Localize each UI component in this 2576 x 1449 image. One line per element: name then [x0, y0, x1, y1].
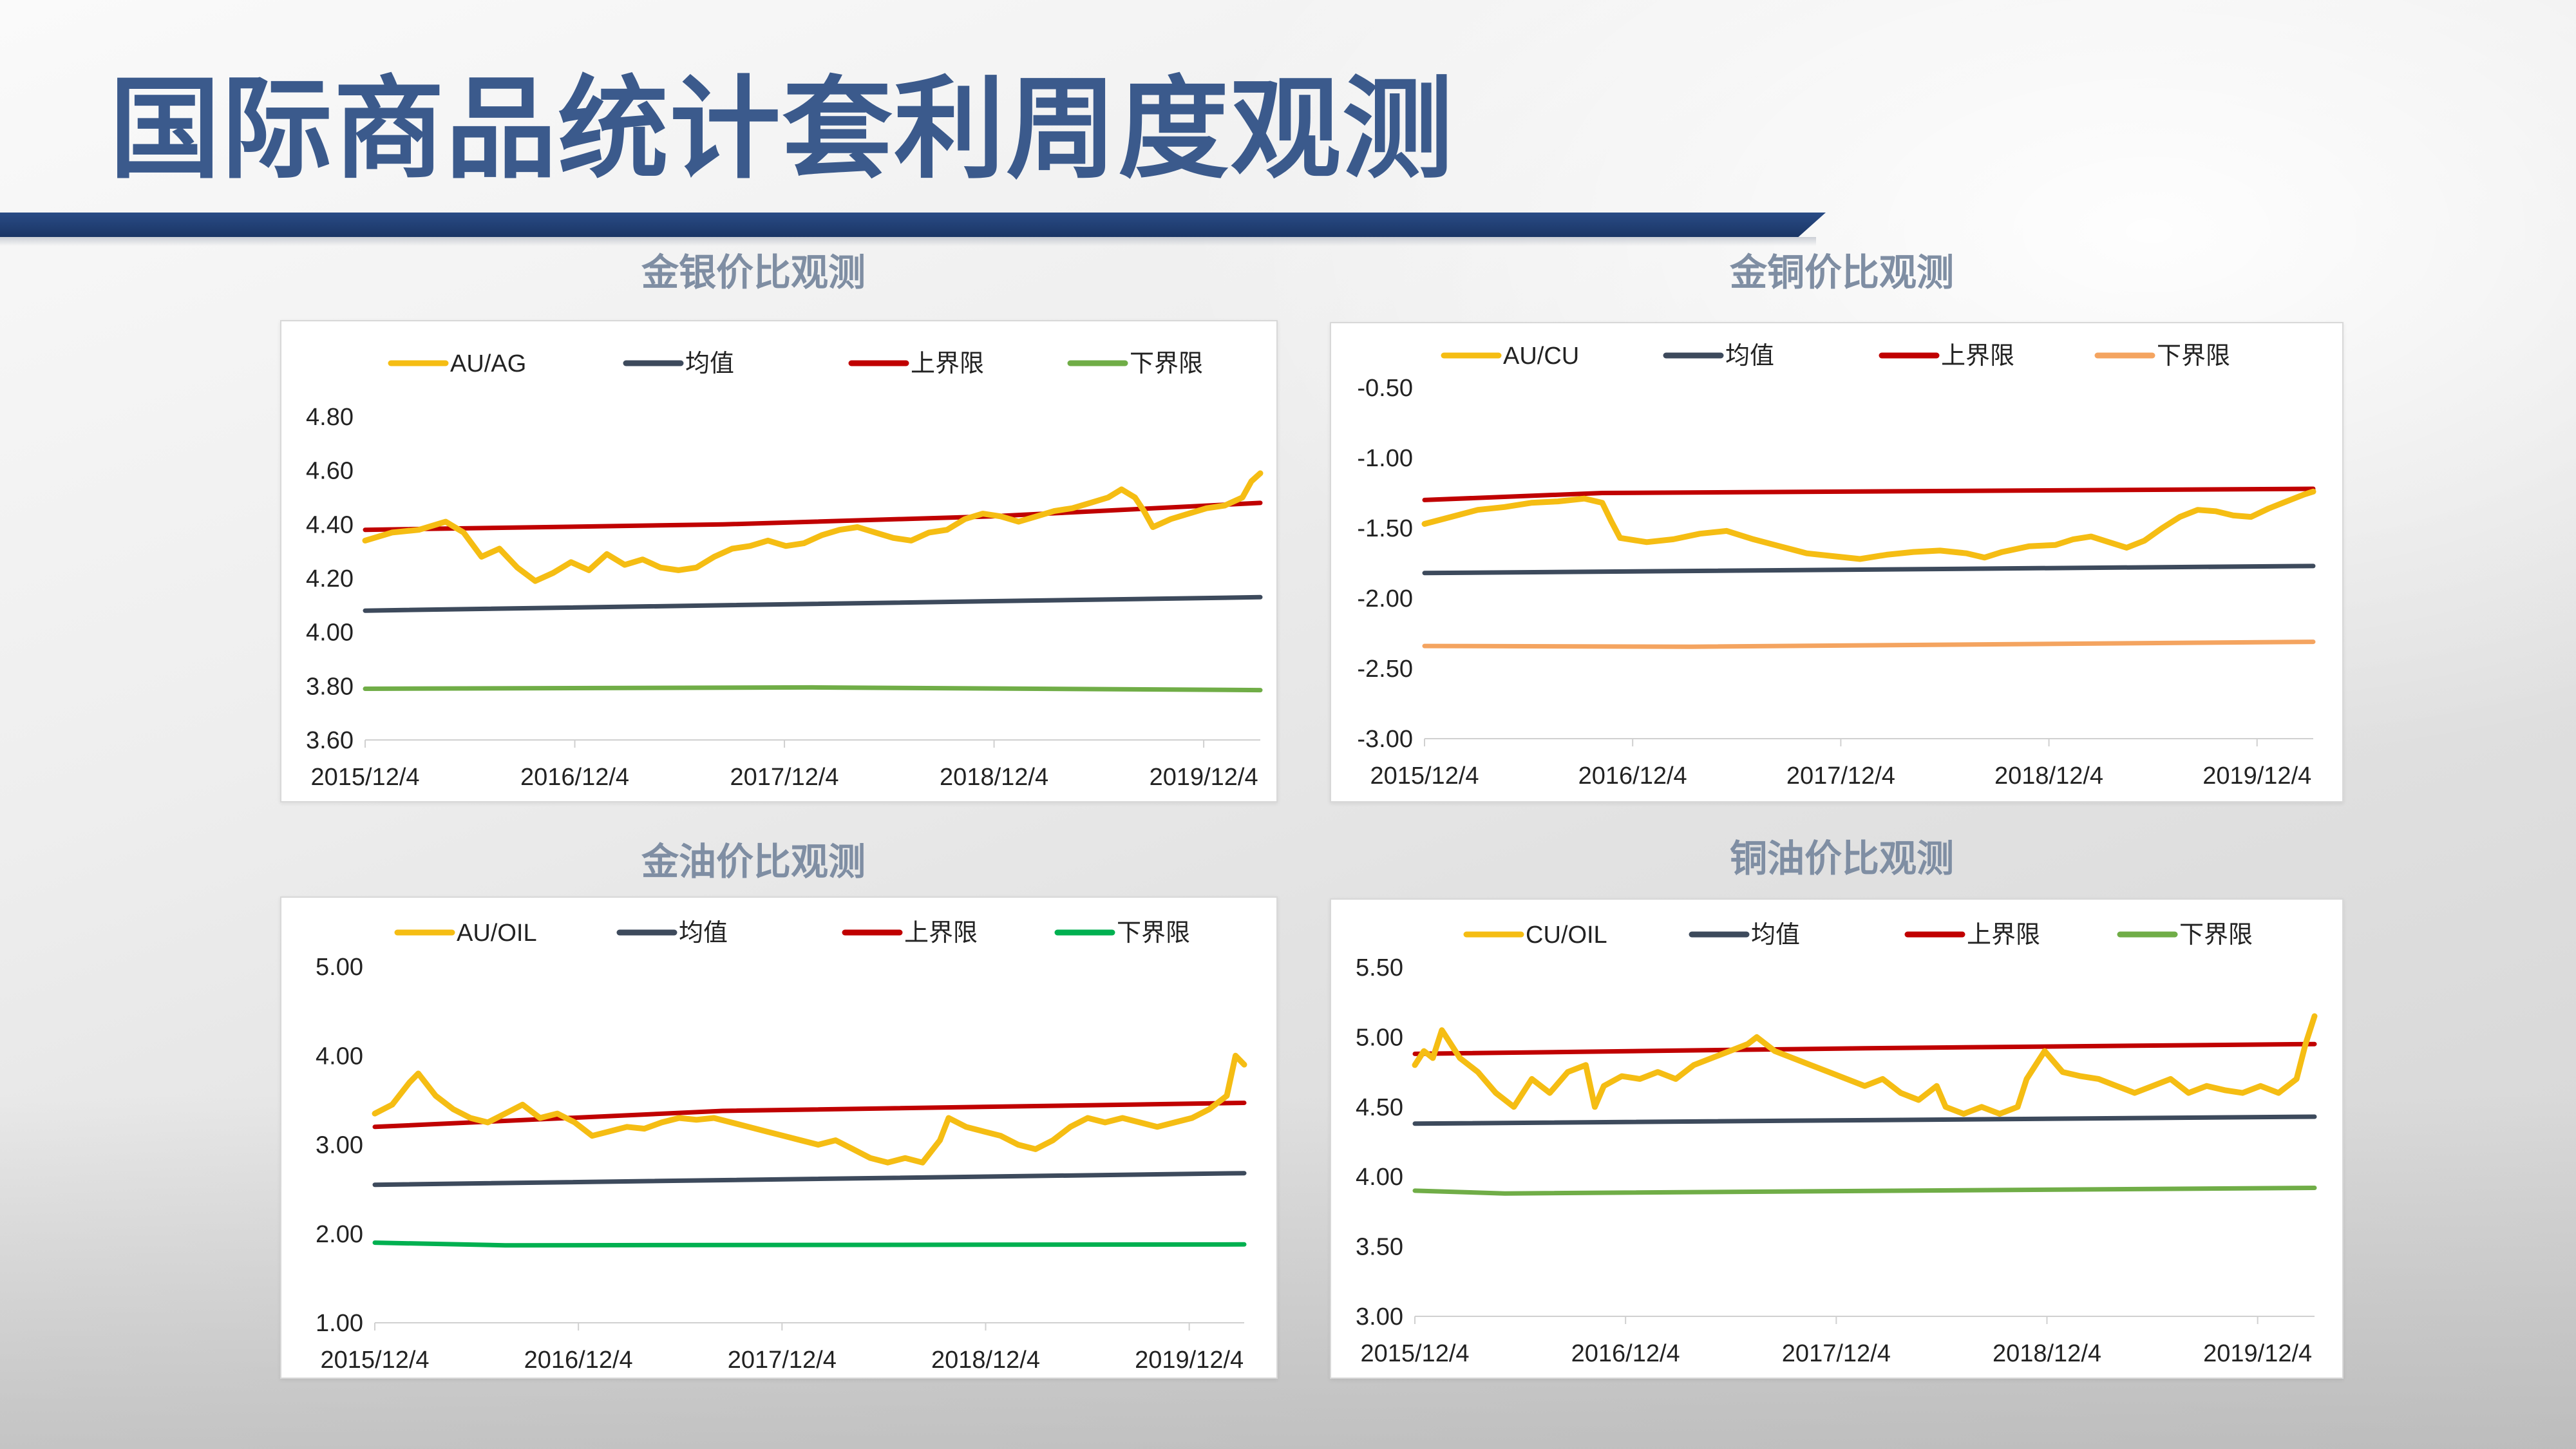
chart-au-ag-legend-label: AU/AG — [450, 350, 526, 377]
chart-cu-oil-legend-label: 下界限 — [2179, 922, 2253, 949]
chart-au-oil-legend-label: 均值 — [679, 920, 728, 947]
chart-au-oil-x-tick-label: 2016/12/4 — [524, 1347, 633, 1374]
chart-au-oil-legend-label: 上界限 — [904, 920, 978, 947]
chart-au-oil-legend-label: 下界限 — [1117, 920, 1190, 947]
chart-cu-oil-x-tick-label: 2019/12/4 — [2203, 1340, 2312, 1367]
chart-title-au-oil: 金油价比观测 — [641, 841, 866, 883]
chart-au-ag-legend-label: 上界限 — [911, 350, 984, 377]
chart-au-cu-legend-label: 下界限 — [2157, 343, 2230, 370]
chart-au-cu-x-tick-label: 2015/12/4 — [1370, 762, 1479, 790]
chart-cu-oil-y-tick-label: 3.50 — [1356, 1234, 1403, 1261]
chart-au-ag-y-tick-label: 4.00 — [306, 620, 354, 647]
chart-au-ag-series-line-3 — [363, 685, 1263, 693]
chart-au-ag-series-line-1 — [363, 594, 1263, 613]
chart-au-ag-series-line-2 — [363, 500, 1263, 533]
chart-cu-oil-y-tick-label: 4.50 — [1356, 1094, 1403, 1121]
chart-au-oil-series-line-0 — [372, 1052, 1247, 1166]
chart-au-oil-y-tick-label: 3.00 — [316, 1132, 363, 1159]
chart-au-ag-legend-label: 下界限 — [1130, 350, 1203, 377]
chart-cu-oil-series-line-0 — [1412, 1013, 2318, 1117]
chart-au-oil: 5.00 4.00 3.00 2.00 1.00 2015/12/4 2016/12/4 20… — [280, 896, 1278, 1379]
chart-title-au-ag: 金银价比观测 — [641, 252, 866, 294]
chart-au-oil-series-line-3 — [372, 1240, 1247, 1248]
chart-au-cu-y-tick-label: -2.50 — [1357, 656, 1413, 683]
chart-cu-oil-y-tick-label: 5.50 — [1356, 954, 1403, 981]
chart-au-ag: 4.80 4.60 4.40 4.20 4.00 3.80 3.60 2015/12/4 201… — [280, 320, 1278, 802]
chart-au-cu-x-tick-label: 2016/12/4 — [1578, 762, 1687, 790]
chart-au-ag-legend-label: 均值 — [685, 350, 734, 377]
title-underline-shadow — [0, 237, 1816, 246]
chart-cu-oil-legend-label: 上界限 — [1967, 922, 2040, 949]
chart-au-oil-y-tick-label: 5.00 — [316, 954, 363, 981]
chart-cu-oil-legend-label: CU/OIL — [1526, 922, 1607, 949]
chart-au-cu-series-line-1 — [1422, 564, 2316, 576]
chart-au-oil-x-tick-label: 2017/12/4 — [728, 1347, 837, 1374]
chart-au-ag-x-tick-label: 2016/12/4 — [520, 764, 629, 791]
chart-title-cu-oil: 铜油价比观测 — [1729, 838, 1954, 880]
chart-au-oil-y-tick-label: 4.00 — [316, 1043, 363, 1070]
chart-cu-oil-y-tick-label: 5.00 — [1356, 1024, 1403, 1051]
chart-cu-oil-x-tick-label: 2016/12/4 — [1571, 1340, 1680, 1367]
chart-au-cu: -0.50 -1.00 -1.50 -2.00 -2.50 -3.00 2015/12/4 2… — [1330, 322, 2344, 802]
chart-au-oil-y-tick-label: 2.00 — [316, 1221, 363, 1248]
chart-au-ag-y-tick-label: 4.80 — [306, 404, 354, 431]
chart-au-cu-y-tick-label: -0.50 — [1357, 375, 1413, 402]
chart-au-cu-x-tick-label: 2019/12/4 — [2202, 762, 2311, 790]
chart-cu-oil-series-line-1 — [1412, 1114, 2317, 1126]
chart-au-cu-legend-label: AU/CU — [1503, 343, 1579, 370]
chart-au-ag-x-tick-label: 2018/12/4 — [940, 764, 1048, 791]
chart-au-cu-series-line-0 — [1421, 488, 2316, 562]
chart-au-cu-series-line-2 — [1422, 486, 2316, 502]
chart-au-ag-y-tick-label: 3.80 — [306, 673, 354, 700]
chart-au-ag-y-tick-label: 3.60 — [306, 727, 354, 754]
chart-au-ag-x-tick-label: 2019/12/4 — [1150, 764, 1258, 791]
chart-au-oil-x-tick-label: 2018/12/4 — [931, 1347, 1040, 1374]
chart-au-oil-y-tick-label: 1.00 — [316, 1310, 363, 1337]
chart-cu-oil-legend-label: 均值 — [1751, 922, 1800, 949]
chart-cu-oil-series-line-3 — [1412, 1186, 2317, 1196]
chart-au-oil-x-tick-label: 2015/12/4 — [320, 1347, 429, 1374]
chart-title-au-cu: 金铜价比观测 — [1729, 252, 1954, 294]
chart-au-ag-y-tick-label: 4.20 — [306, 565, 354, 592]
chart-cu-oil-y-tick-label: 4.00 — [1356, 1164, 1403, 1191]
chart-au-cu-y-tick-label: -2.00 — [1357, 585, 1413, 612]
chart-cu-oil: 5.50 5.00 4.50 4.00 3.50 3.00 2015/12/4 2016/12… — [1330, 898, 2344, 1379]
chart-au-cu-series-line-3 — [1422, 639, 2316, 649]
chart-cu-oil-x-tick-label: 2015/12/4 — [1360, 1340, 1469, 1367]
chart-au-oil-x-tick-label: 2019/12/4 — [1135, 1347, 1244, 1374]
chart-au-cu-y-tick-label: -1.50 — [1357, 515, 1413, 542]
chart-cu-oil-y-tick-label: 3.00 — [1356, 1303, 1403, 1331]
chart-cu-oil-series-line-2 — [1412, 1041, 2317, 1056]
chart-au-cu-y-tick-label: -3.00 — [1357, 726, 1413, 753]
chart-au-cu-legend-label: 均值 — [1725, 343, 1774, 370]
chart-au-ag-x-tick-label: 2015/12/4 — [310, 764, 419, 791]
chart-cu-oil-x-tick-label: 2017/12/4 — [1782, 1340, 1891, 1367]
page-title: 国际商品统计套利周度观测 — [109, 68, 1454, 191]
title-underline-bar — [0, 213, 1826, 237]
chart-au-cu-y-tick-label: -1.00 — [1357, 445, 1413, 472]
chart-au-oil-series-line-1 — [372, 1171, 1247, 1188]
chart-au-cu-legend-label: 上界限 — [1941, 343, 2014, 370]
chart-au-ag-x-tick-label: 2017/12/4 — [730, 764, 839, 791]
chart-au-ag-y-tick-label: 4.60 — [306, 458, 354, 485]
chart-cu-oil-x-tick-label: 2018/12/4 — [1993, 1340, 2101, 1367]
chart-au-oil-legend-label: AU/OIL — [457, 920, 537, 947]
chart-au-cu-x-tick-label: 2017/12/4 — [1786, 762, 1895, 790]
chart-au-ag-series-line-0 — [362, 470, 1264, 584]
chart-au-cu-x-tick-label: 2018/12/4 — [1994, 762, 2103, 790]
chart-au-ag-y-tick-label: 4.40 — [306, 511, 354, 538]
